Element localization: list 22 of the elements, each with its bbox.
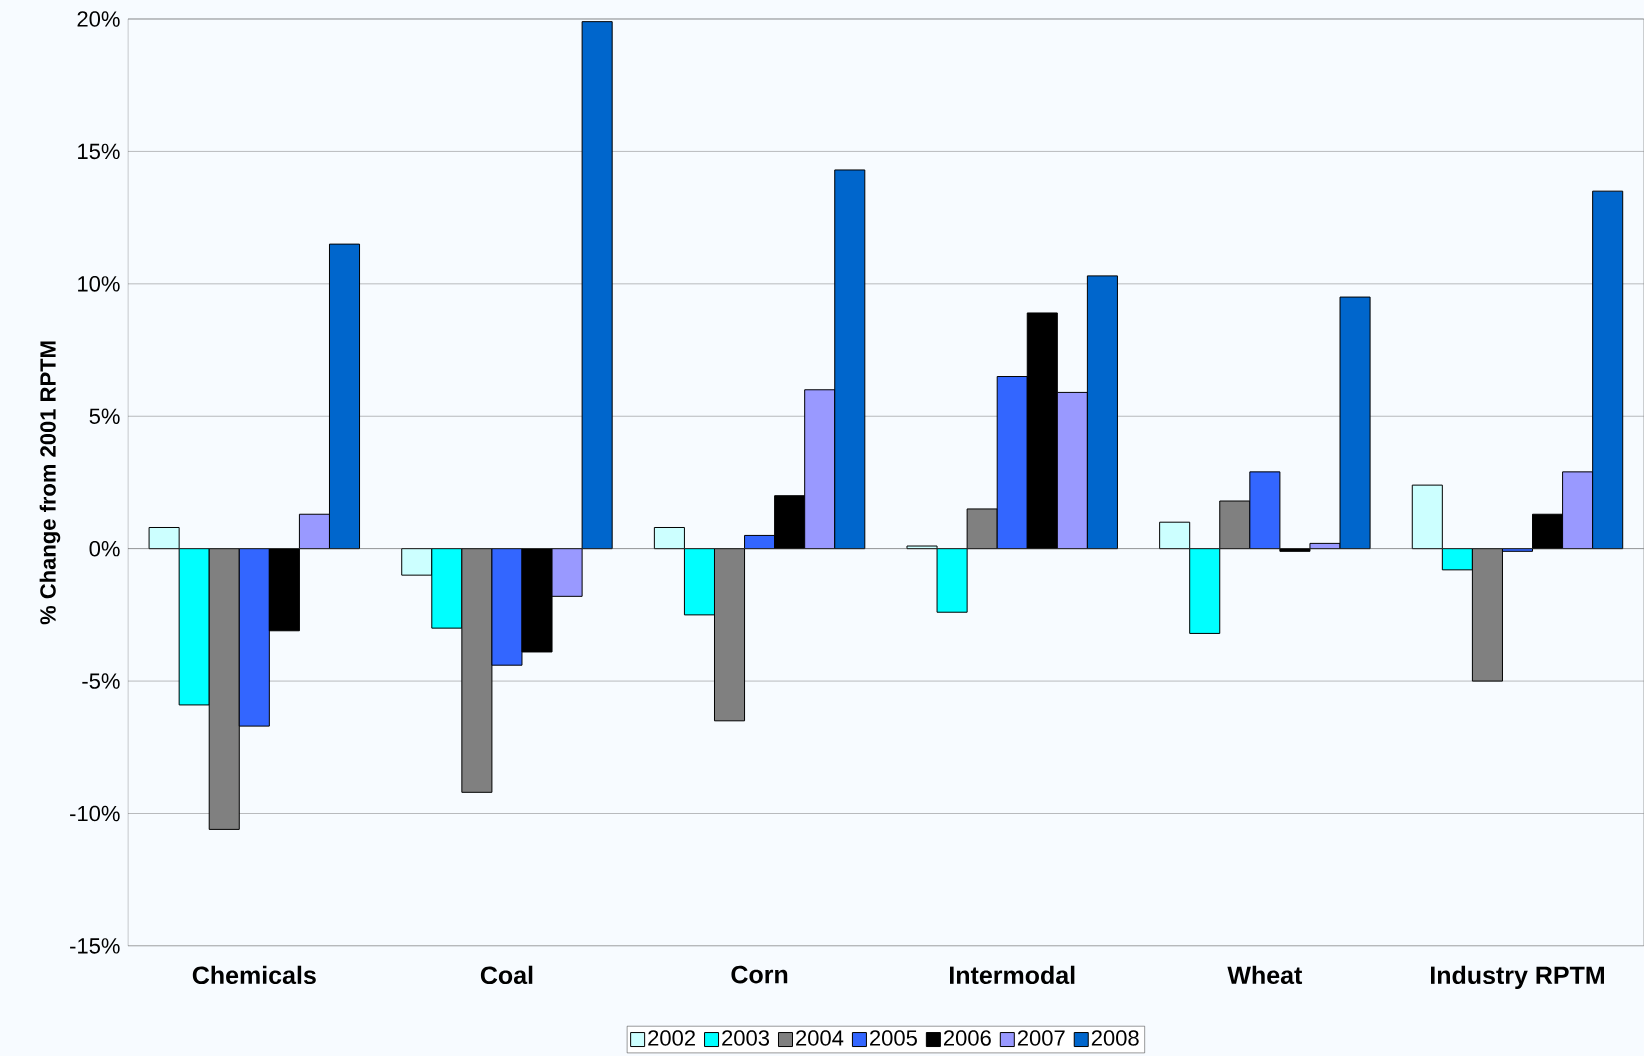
x-tick-label: Coal xyxy=(480,965,533,985)
x-tick-label: Chemicals xyxy=(192,965,316,985)
y-tick-label: 15% xyxy=(78,143,120,160)
legend-label: 2005 xyxy=(870,1030,917,1046)
y-tick-label: -5% xyxy=(82,673,120,689)
legend-label: 2008 xyxy=(1091,1030,1139,1046)
x-tick-label: Corn xyxy=(731,965,788,984)
x-tick-label: Industry RPTM xyxy=(1430,965,1604,990)
legend-label: 2003 xyxy=(722,1030,770,1046)
y-tick-label: 0% xyxy=(89,540,120,557)
y-tick-label: 10% xyxy=(78,276,120,292)
y-tick-label: 20% xyxy=(77,11,120,27)
legend-label: 2006 xyxy=(943,1030,991,1046)
x-tick-label: Wheat xyxy=(1227,965,1303,985)
legend-label: 2007 xyxy=(1017,1030,1065,1046)
y-axis-title: % Change from 2001 RPTM xyxy=(39,341,61,625)
y-tick-label: -10% xyxy=(70,805,120,822)
y-tick-label: -15% xyxy=(70,938,120,954)
y-tick-label: 5% xyxy=(89,408,120,425)
legend-label: 2004 xyxy=(796,1030,844,1046)
x-tick-label: Intermodal xyxy=(950,965,1075,985)
legend-label: 2002 xyxy=(648,1030,695,1046)
